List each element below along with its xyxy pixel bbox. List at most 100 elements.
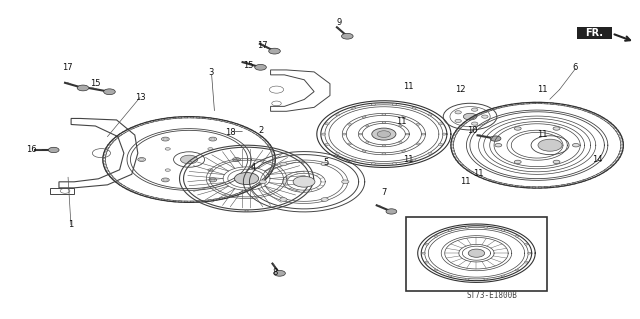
Circle shape — [255, 64, 266, 70]
Circle shape — [104, 89, 115, 95]
Circle shape — [211, 179, 215, 181]
Circle shape — [348, 143, 351, 145]
Circle shape — [438, 123, 443, 125]
Circle shape — [371, 104, 376, 106]
Circle shape — [392, 104, 396, 106]
Circle shape — [351, 159, 356, 161]
Text: FR.: FR. — [586, 28, 604, 38]
Circle shape — [448, 275, 452, 277]
Circle shape — [377, 131, 390, 137]
Circle shape — [382, 122, 385, 123]
Circle shape — [382, 153, 386, 155]
Text: 11: 11 — [537, 85, 547, 94]
Circle shape — [77, 85, 89, 91]
Circle shape — [232, 158, 241, 161]
Circle shape — [259, 180, 266, 183]
Circle shape — [325, 143, 329, 145]
Circle shape — [342, 180, 349, 183]
Circle shape — [515, 235, 519, 237]
Circle shape — [245, 210, 248, 212]
Circle shape — [342, 133, 346, 135]
Text: 8: 8 — [273, 268, 278, 277]
Circle shape — [524, 243, 528, 245]
Text: 17: 17 — [63, 63, 73, 72]
Text: 17: 17 — [257, 41, 268, 50]
Circle shape — [165, 148, 170, 150]
Circle shape — [495, 144, 502, 147]
Circle shape — [482, 115, 488, 118]
Circle shape — [163, 138, 168, 140]
Text: 5: 5 — [324, 158, 329, 167]
Circle shape — [209, 178, 217, 182]
Circle shape — [484, 226, 488, 228]
Text: 6: 6 — [573, 63, 578, 72]
Circle shape — [422, 133, 426, 135]
Text: 15: 15 — [90, 79, 100, 88]
Text: 4: 4 — [250, 163, 255, 172]
Circle shape — [293, 176, 315, 187]
Text: 18: 18 — [225, 128, 236, 137]
Circle shape — [524, 261, 528, 263]
Circle shape — [406, 133, 409, 135]
Circle shape — [382, 114, 386, 115]
Circle shape — [428, 152, 432, 154]
Circle shape — [348, 123, 351, 125]
FancyArrowPatch shape — [614, 34, 630, 41]
Circle shape — [463, 113, 477, 120]
Circle shape — [362, 116, 366, 118]
Text: 16: 16 — [26, 145, 36, 154]
Circle shape — [438, 143, 443, 145]
Circle shape — [165, 169, 170, 171]
Circle shape — [321, 198, 328, 201]
Circle shape — [402, 150, 406, 152]
Circle shape — [269, 48, 280, 54]
Circle shape — [161, 178, 169, 182]
Circle shape — [372, 128, 396, 140]
Circle shape — [234, 159, 239, 160]
Circle shape — [280, 198, 287, 201]
Circle shape — [163, 179, 168, 181]
Circle shape — [140, 159, 144, 160]
Circle shape — [321, 162, 328, 166]
Circle shape — [49, 147, 59, 152]
Circle shape — [209, 137, 217, 141]
Circle shape — [382, 145, 385, 147]
Text: 13: 13 — [134, 93, 145, 102]
Circle shape — [362, 150, 366, 152]
Circle shape — [138, 158, 145, 161]
Circle shape — [490, 136, 501, 141]
Text: 12: 12 — [455, 85, 466, 94]
Circle shape — [386, 209, 397, 214]
Circle shape — [455, 111, 461, 114]
Circle shape — [180, 155, 198, 164]
Circle shape — [189, 161, 192, 163]
Circle shape — [208, 148, 213, 150]
Text: 1: 1 — [68, 220, 74, 229]
Circle shape — [425, 261, 429, 263]
Circle shape — [515, 269, 519, 271]
Text: ST73-E1800B: ST73-E1800B — [467, 291, 518, 300]
Circle shape — [484, 278, 488, 280]
Circle shape — [455, 119, 461, 122]
Text: 9: 9 — [337, 19, 342, 27]
Text: 14: 14 — [593, 155, 603, 164]
Circle shape — [371, 163, 376, 165]
Circle shape — [234, 173, 259, 185]
Circle shape — [208, 169, 213, 171]
Circle shape — [321, 133, 326, 135]
Text: 11: 11 — [397, 117, 407, 126]
Circle shape — [301, 161, 305, 163]
Circle shape — [342, 33, 353, 39]
Text: 11: 11 — [537, 130, 547, 138]
Circle shape — [402, 116, 406, 118]
Circle shape — [399, 125, 402, 127]
Circle shape — [416, 123, 420, 125]
Circle shape — [392, 163, 396, 165]
Circle shape — [335, 152, 340, 154]
Circle shape — [572, 144, 579, 147]
Circle shape — [399, 142, 402, 143]
Circle shape — [351, 107, 356, 109]
Circle shape — [465, 278, 469, 280]
Circle shape — [515, 127, 521, 130]
Circle shape — [527, 252, 531, 254]
